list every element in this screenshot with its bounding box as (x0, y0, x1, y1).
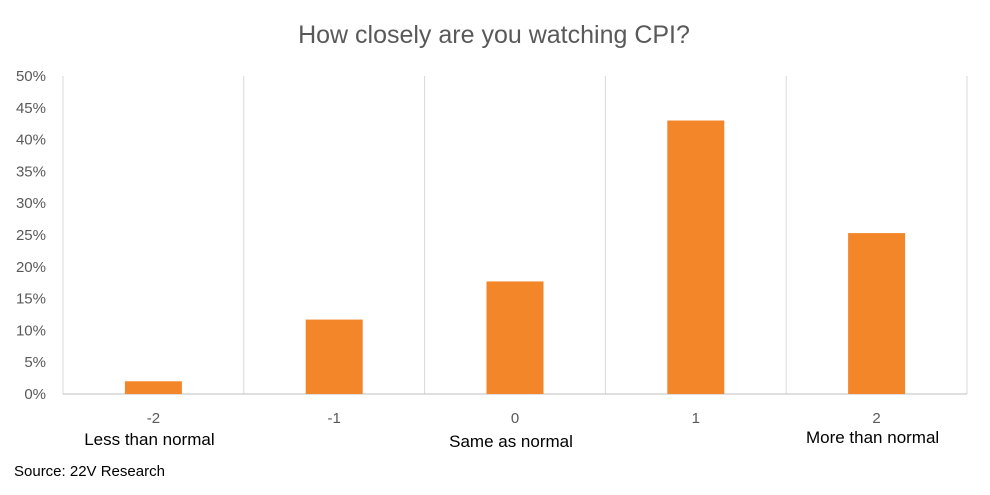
y-tick-label: 45% (16, 100, 46, 117)
y-tick-label: 20% (16, 259, 46, 276)
category-description: Less than normal (84, 430, 214, 449)
x-tick-label: -1 (328, 410, 341, 427)
y-tick-label: 30% (16, 195, 46, 212)
y-tick-label: 10% (16, 322, 46, 339)
x-tick-label: -2 (147, 410, 160, 427)
bar (124, 381, 182, 394)
y-tick-label: 50% (16, 68, 46, 85)
category-descriptions: Less than normal Same as normal More than … (84, 428, 939, 451)
category-gridlines (62, 76, 968, 394)
bar (305, 319, 363, 394)
bar (486, 281, 544, 394)
y-axis-ticks: 0% 5% 10% 15% 20% 25% 30% 35% 40% 45% 50% (16, 68, 46, 403)
y-tick-label: 5% (24, 354, 46, 371)
x-axis-ticks: -2 -1 0 1 2 (147, 410, 881, 427)
category-description: More than normal (806, 428, 939, 447)
y-tick-label: 40% (16, 132, 46, 149)
y-tick-label: 25% (16, 227, 46, 244)
x-tick-label: 1 (692, 410, 700, 427)
y-tick-label: 0% (24, 386, 46, 403)
bar (848, 233, 906, 394)
x-tick-label: 0 (511, 410, 519, 427)
chart-title: How closely are you watching CPI? (298, 21, 690, 49)
y-tick-label: 35% (16, 163, 46, 180)
source-note: Source: 22V Research (14, 463, 165, 480)
bar (667, 120, 725, 395)
y-tick-label: 15% (16, 291, 46, 308)
bars (124, 120, 906, 395)
category-description: Same as normal (449, 432, 573, 451)
x-tick-label: 2 (872, 410, 880, 427)
